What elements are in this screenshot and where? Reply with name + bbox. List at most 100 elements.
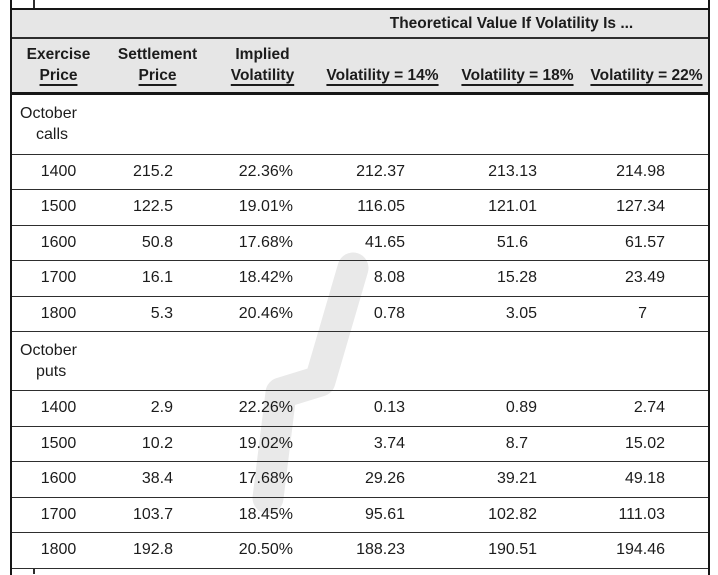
table-row: 1600 50.8 17.68% 41.65 51.6 61.57 <box>12 224 708 261</box>
group-label-line2: calls <box>36 126 69 143</box>
column-rule-remnant <box>33 569 35 574</box>
column-header-line2: Volatility = 18% <box>461 67 574 84</box>
table-row: 1800 192.8 20.50% 188.23 190.51 194.46 <box>12 532 708 568</box>
table-cell: 41.65 <box>364 233 405 251</box>
table-row: 1400 2.9 22.26% 0.13 0.89 2.74 <box>12 390 708 426</box>
table-cell: 5.3 <box>150 304 173 322</box>
table-cell: 103.7 <box>132 505 173 523</box>
table-cell: 1600 <box>40 470 77 488</box>
table-cell: 18.42% <box>238 269 293 287</box>
table-cell: 18.45% <box>238 505 293 523</box>
table-cell: 1500 <box>40 434 77 452</box>
group-row-october-calls: October calls <box>12 95 708 154</box>
table-cell: 19.01% <box>238 198 293 216</box>
table-cell: 1700 <box>40 269 77 287</box>
column-header-exercise-price: Exercise Price <box>12 39 105 93</box>
table-cell: 1800 <box>40 304 77 322</box>
table-top-rule <box>12 8 708 10</box>
table-cell: 192.8 <box>132 541 173 559</box>
column-header-implied-volatility: Implied Volatility <box>210 39 315 93</box>
column-header-volatility-18: Volatility = 18% <box>450 39 585 93</box>
table-cell: 0.13 <box>373 399 405 417</box>
table-cell: 61.57 <box>624 233 665 251</box>
column-header-line1: Settlement <box>117 45 198 63</box>
column-header-volatility-22: Volatility = 22% <box>585 39 708 93</box>
table-cell: 7 <box>638 304 647 322</box>
table-cell: 51.6 <box>496 233 528 251</box>
spanner-header-label: Theoretical Value If Volatility Is ... <box>389 14 634 32</box>
table-cell: 194.46 <box>616 541 665 559</box>
table-cell: 95.61 <box>364 505 405 523</box>
table-cell: 0.89 <box>505 399 537 417</box>
spanner-spacer <box>12 10 315 37</box>
table-cell: 212.37 <box>356 162 405 180</box>
table-cell: 17.68% <box>238 470 293 488</box>
table-cell: 29.26 <box>364 470 405 488</box>
table-cell: 2.74 <box>633 399 665 417</box>
bottom-gutter <box>12 569 708 574</box>
group-label-line2: puts <box>36 363 67 380</box>
column-header-line2: Volatility = 14% <box>326 67 439 84</box>
column-header-volatility-14: Volatility = 14% <box>315 39 450 93</box>
table-cell: 215.2 <box>132 162 173 180</box>
table-cell: 127.34 <box>616 198 665 216</box>
table-cell: 1800 <box>40 541 77 559</box>
table-cell: 20.50% <box>238 541 293 559</box>
header-bottom-rule <box>12 92 708 95</box>
header-divider-rule <box>12 37 708 39</box>
table-cell: 111.03 <box>618 505 665 523</box>
group-row-october-puts: October puts <box>12 331 708 390</box>
column-rule-remnant <box>33 0 35 8</box>
table-cell: 121.01 <box>488 198 537 216</box>
table-cell: 20.46% <box>238 304 293 322</box>
column-header-settlement-price: Settlement Price <box>105 39 210 93</box>
table-cell: 17.68% <box>238 233 293 251</box>
table-cell: 122.5 <box>132 198 173 216</box>
table-row: 1700 16.1 18.42% 8.08 15.28 23.49 <box>12 260 708 296</box>
table-cell: 10.2 <box>141 434 173 452</box>
table-cell: 16.1 <box>141 269 173 287</box>
group-label-line1: October <box>20 342 77 359</box>
table-row: 1600 38.4 17.68% 29.26 39.21 49.18 <box>12 461 708 497</box>
table-row: 1800 5.3 20.46% 0.78 3.05 7 <box>12 295 708 332</box>
table-cell: 116.05 <box>357 198 405 216</box>
table-cell: 102.82 <box>488 505 537 523</box>
table-cell: 15.02 <box>624 434 665 452</box>
column-header-line2: Price <box>39 67 78 84</box>
table-cell: 1500 <box>40 198 77 216</box>
table-cell: 8.7 <box>505 434 528 452</box>
column-header-row: Exercise Price Settlement Price Implied … <box>12 38 708 93</box>
table-cell: 188.23 <box>356 541 405 559</box>
table-cell: 0.78 <box>373 304 405 322</box>
table-cell: 1400 <box>40 162 77 180</box>
table-cell: 38.4 <box>141 470 173 488</box>
table-cell: 1700 <box>40 505 77 523</box>
table-frame: Theoretical Value If Volatility Is ... E… <box>10 0 710 575</box>
table-cell: 39.21 <box>496 470 537 488</box>
table-bottom-rule <box>12 567 708 569</box>
column-header-line2: Volatility = 22% <box>590 67 703 84</box>
column-header-line2: Volatility <box>230 67 295 84</box>
column-header-line2: Price <box>138 67 177 84</box>
table-cell: 2.9 <box>150 399 173 417</box>
table-cell: 50.8 <box>141 233 173 251</box>
spanner-header-band: Theoretical Value If Volatility Is ... <box>12 10 708 37</box>
table-cell: 190.51 <box>488 541 537 559</box>
table-cell: 3.05 <box>505 304 537 322</box>
table-cell: 22.26% <box>238 399 293 417</box>
column-header-line1: Exercise <box>26 45 91 63</box>
table-cell: 8.08 <box>373 269 405 287</box>
table-cell: 213.13 <box>488 162 537 180</box>
table-row: 1700 103.7 18.45% 95.61 102.82 111.03 <box>12 496 708 533</box>
table-row: 1400 215.2 22.36% 212.37 213.13 214.98 <box>12 153 708 190</box>
table-cell: 19.02% <box>238 434 293 452</box>
group-label-line1: October <box>20 105 77 122</box>
table-cell: 214.98 <box>616 162 665 180</box>
table-cell: 22.36% <box>238 162 293 180</box>
column-header-line1: Implied <box>235 45 290 63</box>
table-cell: 15.28 <box>496 269 537 287</box>
table-row: 1500 122.5 19.01% 116.05 121.01 127.34 <box>12 189 708 225</box>
table-cell: 49.18 <box>624 470 665 488</box>
table-row: 1500 10.2 19.02% 3.74 8.7 15.02 <box>12 425 708 462</box>
